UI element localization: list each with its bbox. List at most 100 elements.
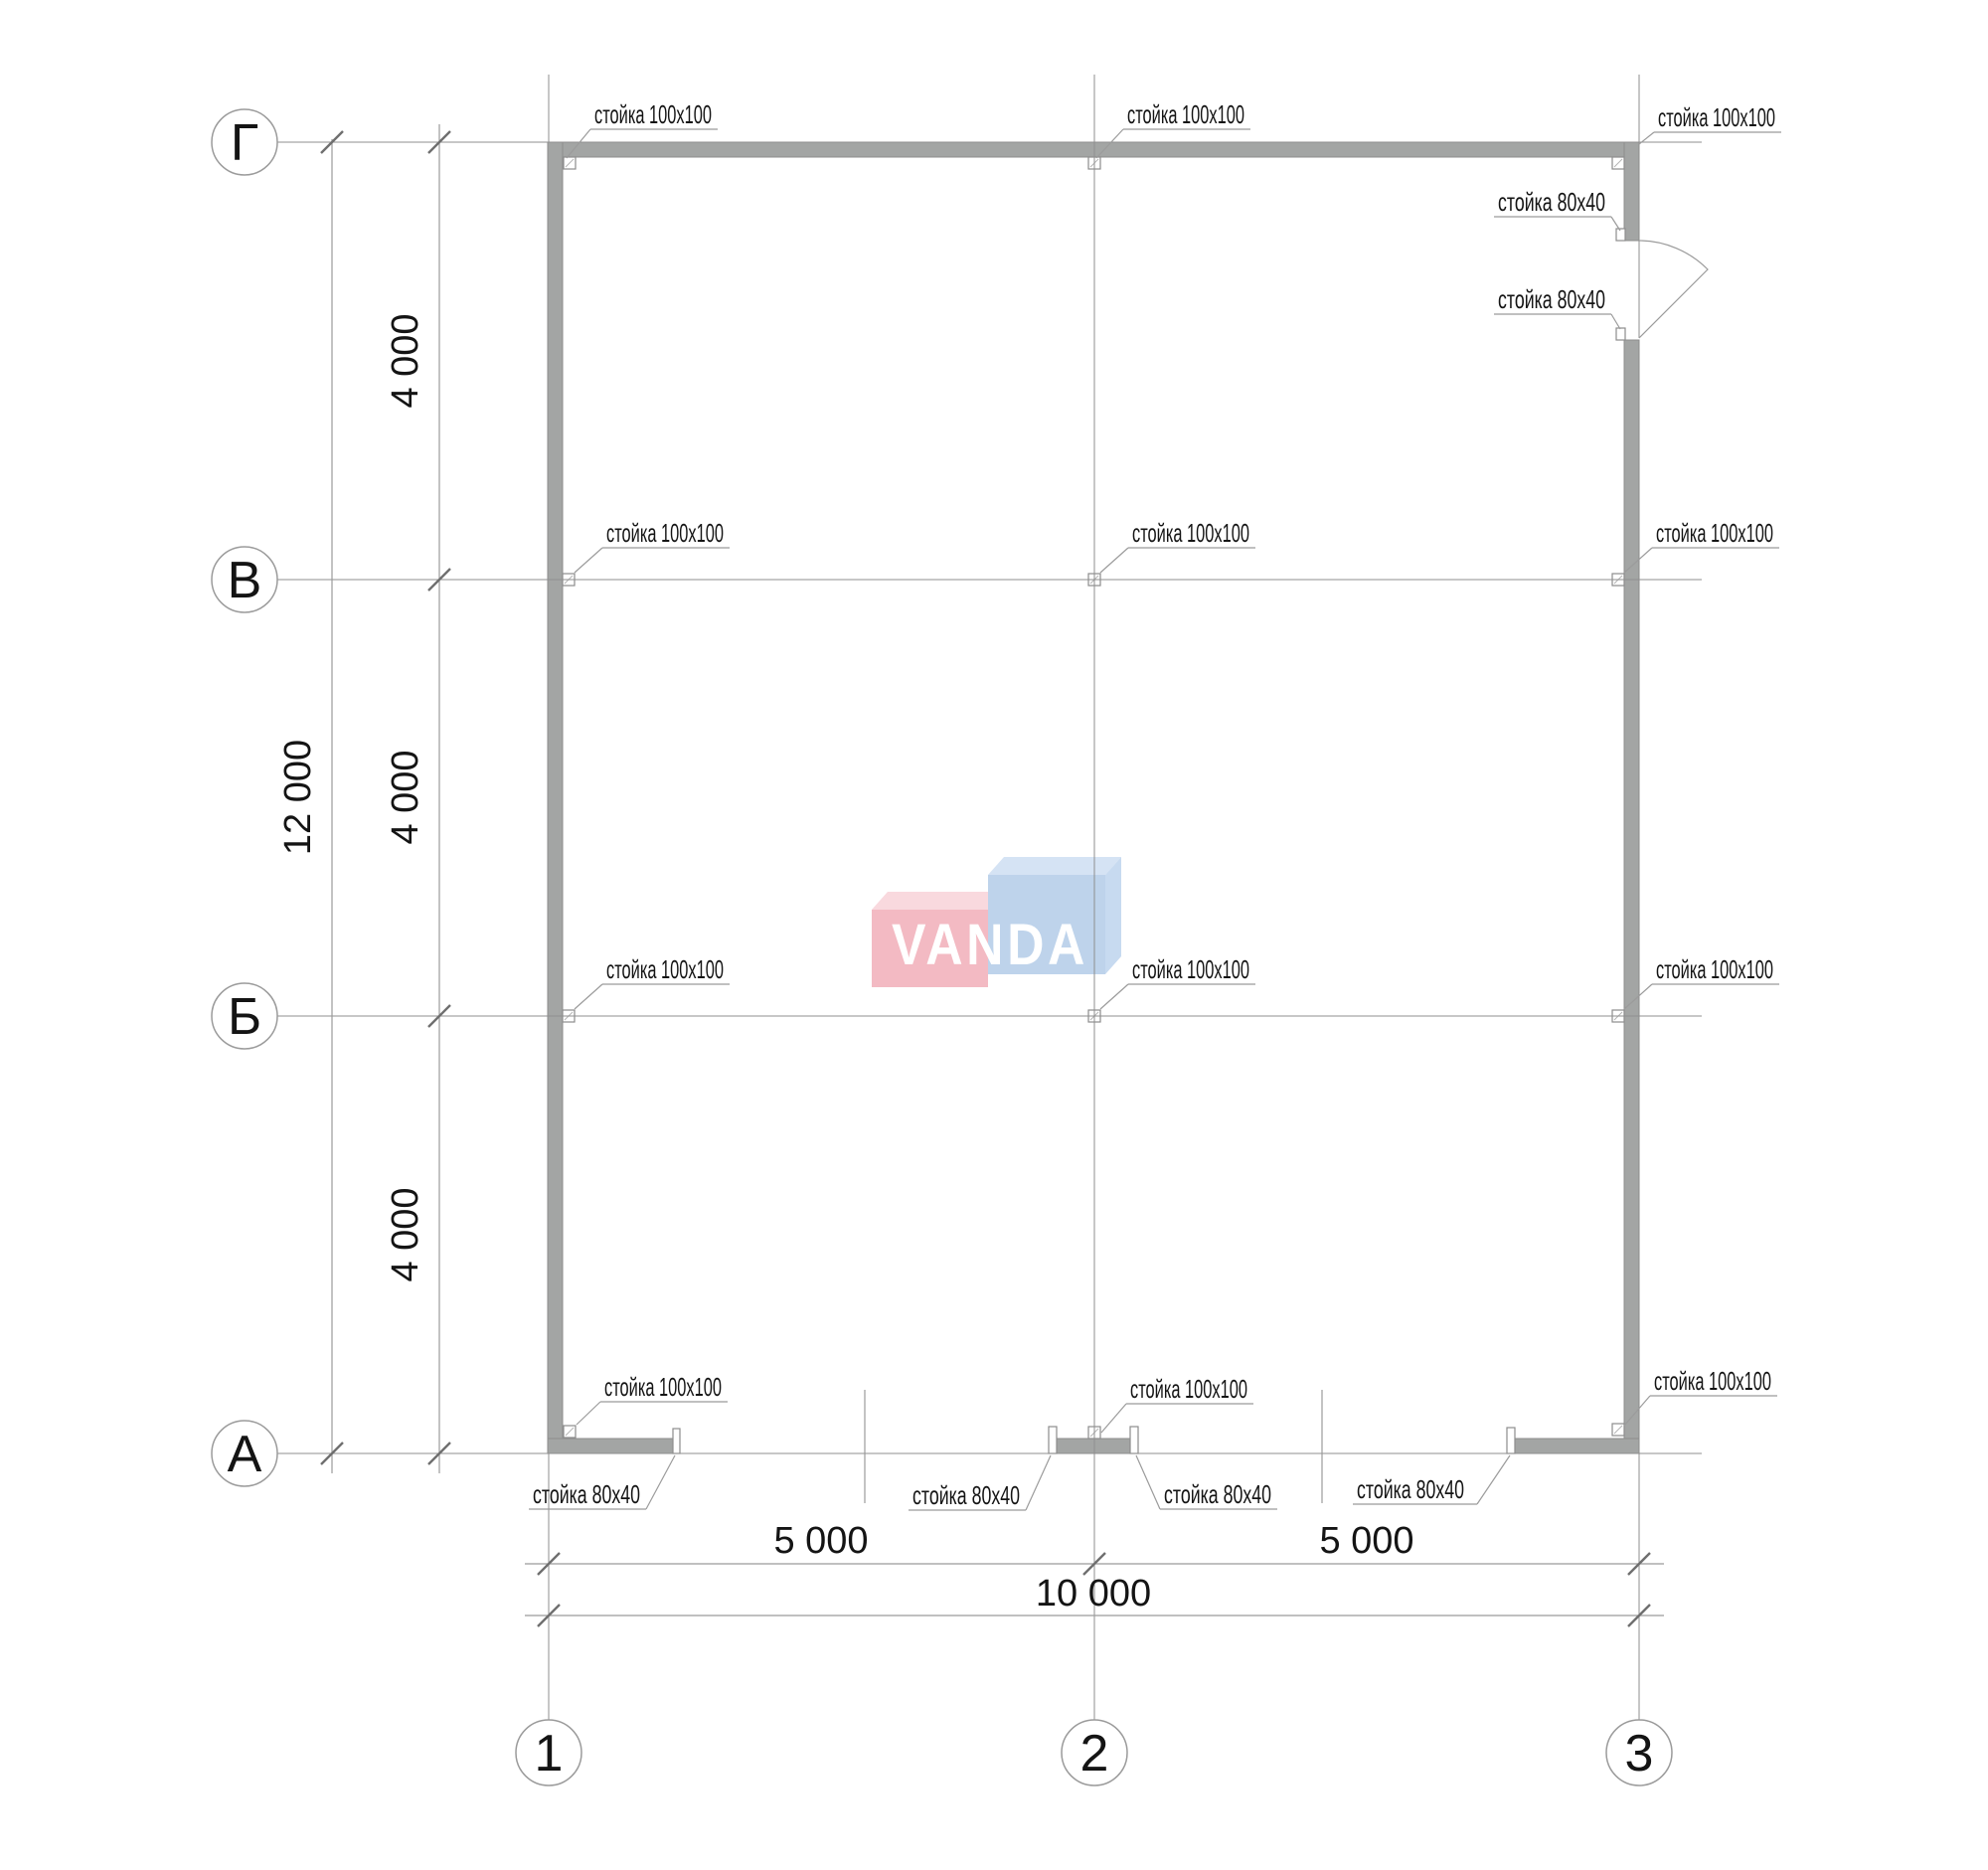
- dim-tick: [1627, 1604, 1651, 1627]
- column-marker: [563, 1425, 577, 1439]
- wall-bottom-right: [1514, 1438, 1640, 1454]
- axis-bubbles: Г В Б А 1 2 3: [211, 108, 1673, 1786]
- column-marker: [563, 156, 577, 170]
- leader-post100-a3: стойка 100x100: [1623, 1366, 1777, 1427]
- vanda-logo: VANDA: [872, 857, 1121, 987]
- dim-tick: [320, 1442, 344, 1465]
- axis-bubble-row-b: Б: [211, 982, 278, 1050]
- leader-post100-b1: стойка 100x100: [574, 954, 730, 1010]
- leader-post100-b3: стойка 100x100: [1623, 954, 1779, 1010]
- post-marker: [1615, 327, 1626, 341]
- axis-bubble-col-3: 3: [1605, 1719, 1673, 1786]
- post100-label: стойка 100x100: [1132, 954, 1249, 984]
- dim-text-5000-1: 5 000: [773, 1520, 868, 1562]
- dim-text-5000-2: 5 000: [1319, 1520, 1413, 1562]
- wall-right-lower: [1623, 339, 1640, 1454]
- leader-post100-a2: стойка 100x100: [1100, 1374, 1253, 1434]
- post80-label: стойка 80x40: [1498, 187, 1605, 217]
- post100-label: стойка 100x100: [1127, 99, 1244, 129]
- columns-100x100: [562, 156, 1625, 1440]
- dim-text-10000: 10 000: [1036, 1573, 1151, 1615]
- dim-tick: [427, 1442, 451, 1465]
- post100-label: стойка 100x100: [1132, 518, 1249, 548]
- dim-text-4000-3: 4 000: [385, 1187, 426, 1281]
- wall-bottom-left: [547, 1438, 674, 1454]
- leader-post100-g3: стойка 100x100: [1638, 102, 1781, 145]
- post100-label: стойка 100x100: [1656, 518, 1773, 548]
- dim-tick: [427, 130, 451, 154]
- dim-text-4000-2: 4 000: [385, 750, 426, 844]
- post100-label: стойка 100x100: [1656, 954, 1773, 984]
- dim-tick: [537, 1552, 561, 1576]
- post-marker: [1048, 1426, 1058, 1454]
- wall-top: [547, 141, 1640, 158]
- post80-label: стойка 80x40: [912, 1480, 1020, 1510]
- axis-label: Г: [231, 114, 258, 172]
- post-marker: [672, 1428, 681, 1454]
- axis-bubble-row-g: Г: [211, 108, 278, 176]
- post100-label: стойка 100x100: [1654, 1366, 1771, 1396]
- wall-bottom-center: [1056, 1438, 1131, 1454]
- leader-post100-g2: стойка 100x100: [1095, 99, 1250, 159]
- leader-post80-door-top: стойка 80x40: [1494, 187, 1621, 232]
- door-swing: [1638, 240, 1709, 339]
- dim-text-12000: 12 000: [277, 740, 319, 855]
- leader-post100-b2: стойка 100x100: [1099, 954, 1255, 1010]
- axis-bubble-row-a: А: [211, 1420, 278, 1487]
- axis-bubble-col-2: 2: [1061, 1719, 1128, 1786]
- leader-post80-bottom-4: стойка 80x40: [1353, 1454, 1511, 1505]
- wall-left: [547, 141, 564, 1454]
- logo-right-block-top: [988, 857, 1121, 875]
- post100-label: стойка 100x100: [1658, 102, 1775, 132]
- post-100-leaders: стойка 100x100 стойка 100x100 стойка 100…: [566, 99, 1781, 1434]
- post80-label: стойка 80x40: [1357, 1474, 1464, 1504]
- dim-tick: [1627, 1552, 1651, 1576]
- post-marker: [1615, 228, 1626, 242]
- leader-post80-bottom-2: стойка 80x40: [909, 1454, 1052, 1511]
- axis-label: 2: [1080, 1725, 1109, 1783]
- post100-label: стойка 100x100: [606, 518, 724, 548]
- axis-label: Б: [228, 988, 261, 1046]
- dim-tick: [427, 568, 451, 592]
- axis-label: 1: [535, 1725, 564, 1783]
- walls: [547, 141, 1640, 1454]
- post80-label: стойка 80x40: [1164, 1479, 1271, 1509]
- post-80-leaders: стойка 80x40 стойка 80x40 стойка 80x40 с…: [529, 187, 1621, 1511]
- leader-post100-v1: стойка 100x100: [574, 518, 730, 574]
- post100-label: стойка 100x100: [1130, 1374, 1247, 1404]
- wall-right-upper: [1623, 141, 1640, 242]
- post-marker: [1129, 1426, 1139, 1454]
- dim-text-4000-1: 4 000: [385, 313, 426, 408]
- post100-label: стойка 100x100: [604, 1372, 722, 1402]
- dim-tick: [427, 1004, 451, 1028]
- logo-right-block-front: [988, 875, 1105, 974]
- post100-label: стойка 100x100: [594, 99, 712, 129]
- logo-text: VANDA: [892, 913, 1088, 977]
- column-marker: [1611, 1423, 1625, 1437]
- axis-label: 3: [1625, 1725, 1654, 1783]
- dim-tick: [1082, 1552, 1106, 1576]
- leader-post80-door-bottom: стойка 80x40: [1494, 284, 1621, 330]
- axis-bubble-row-v: В: [211, 546, 278, 613]
- axis-label: А: [228, 1426, 262, 1483]
- post-marker: [1506, 1427, 1516, 1454]
- leader-post80-bottom-1: стойка 80x40: [529, 1454, 676, 1510]
- logo-left-block-front: [872, 910, 988, 987]
- column-marker: [1611, 156, 1625, 170]
- post80-label: стойка 80x40: [1498, 284, 1605, 314]
- dim-tick: [320, 130, 344, 154]
- posts-80x40: [672, 228, 1626, 1454]
- leader-post100-v3: стойка 100x100: [1623, 518, 1779, 574]
- leader-post80-bottom-3: стойка 80x40: [1135, 1454, 1277, 1510]
- axis-label: В: [228, 552, 262, 609]
- post100-label: стойка 100x100: [606, 954, 724, 984]
- dim-tick: [537, 1604, 561, 1627]
- post80-label: стойка 80x40: [533, 1479, 640, 1509]
- leader-post100-a1: стойка 100x100: [576, 1372, 728, 1426]
- logo-right-block-side: [1105, 857, 1121, 974]
- leader-post100-g1: стойка 100x100: [566, 99, 718, 159]
- left-dimensions: 4 000 4 000 4 000 12 000: [277, 124, 451, 1473]
- axis-bubble-col-1: 1: [515, 1719, 582, 1786]
